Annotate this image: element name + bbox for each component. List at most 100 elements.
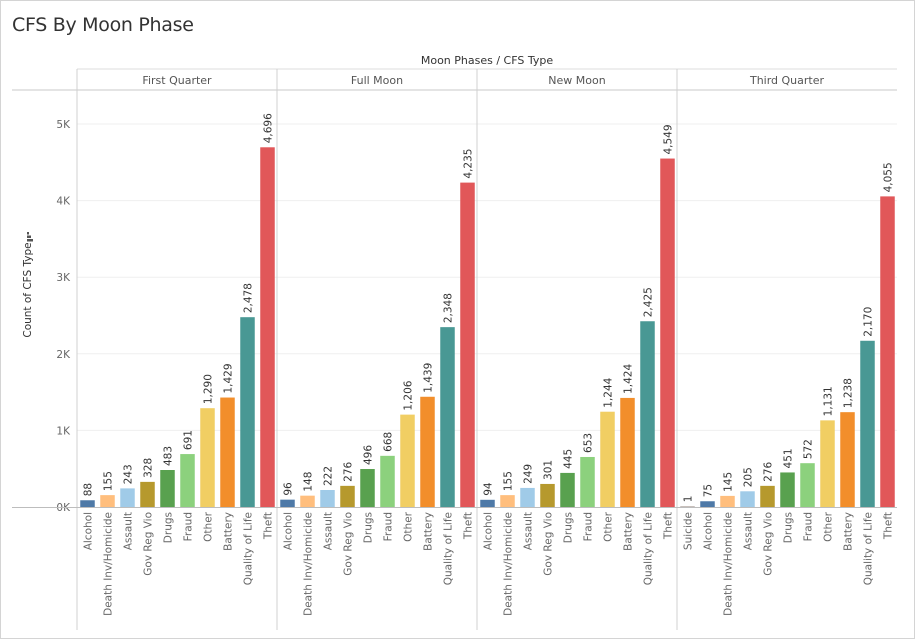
data-label: 222 bbox=[323, 466, 335, 486]
data-label: 1,131 bbox=[823, 386, 835, 416]
bar-drugs[interactable] bbox=[160, 470, 175, 507]
bar-fraud[interactable] bbox=[180, 454, 195, 507]
x-tick-label: Suicide bbox=[683, 512, 695, 550]
x-tick-label: Theft bbox=[463, 512, 475, 540]
bar-battery[interactable] bbox=[220, 397, 235, 507]
bar-other[interactable] bbox=[400, 414, 415, 507]
panel-title: First Quarter bbox=[142, 74, 212, 87]
data-label: 249 bbox=[523, 464, 535, 484]
sort-descending-icon[interactable] bbox=[27, 232, 33, 242]
x-tick-label: Other bbox=[403, 511, 415, 541]
x-tick-label: Drugs bbox=[563, 512, 575, 543]
data-label: 328 bbox=[143, 458, 155, 478]
panel-full-moon: Full Moon 96 Alcohol 148 Death Inv/Homicide 2… bbox=[280, 74, 475, 616]
x-tick-label: Alcohol bbox=[483, 512, 495, 550]
x-tick-label: Alcohol bbox=[703, 512, 715, 550]
data-label: 4,235 bbox=[463, 149, 475, 179]
bar-death-inv-homicide[interactable] bbox=[500, 495, 515, 507]
data-label: 483 bbox=[163, 446, 175, 466]
bar-assault[interactable] bbox=[320, 489, 335, 507]
data-label: 1,439 bbox=[423, 363, 435, 393]
bar-quality-of-life[interactable] bbox=[440, 327, 455, 507]
data-label: 2,425 bbox=[643, 287, 655, 317]
x-tick-label: Gov Reg Vio bbox=[143, 512, 155, 576]
bar-theft[interactable] bbox=[260, 147, 275, 507]
data-label: 94 bbox=[483, 482, 495, 496]
column-header: Moon Phases / CFS Type bbox=[421, 54, 553, 67]
data-label: 691 bbox=[183, 430, 195, 450]
bar-drugs[interactable] bbox=[360, 469, 375, 507]
data-label: 1,424 bbox=[623, 364, 635, 394]
data-label: 1,290 bbox=[203, 374, 215, 404]
bar-theft[interactable] bbox=[660, 158, 675, 507]
bar-assault[interactable] bbox=[120, 488, 135, 507]
bar-alcohol[interactable] bbox=[480, 499, 495, 507]
panel-first-quarter: First Quarter 88 Alcohol 155 Death Inv/Homic… bbox=[80, 74, 275, 616]
data-label: 2,348 bbox=[443, 293, 455, 323]
bar-gov-reg-vio[interactable] bbox=[760, 485, 775, 507]
data-label: 205 bbox=[743, 467, 755, 487]
x-tick-label: Quality of Life bbox=[643, 512, 655, 585]
x-tick-label: Theft bbox=[883, 512, 895, 540]
bar-death-inv-homicide[interactable] bbox=[300, 495, 315, 507]
x-tick-label: Fraud bbox=[803, 512, 815, 541]
bar-quality-of-life[interactable] bbox=[240, 317, 255, 507]
bar-alcohol[interactable] bbox=[700, 501, 715, 507]
bar-quality-of-life[interactable] bbox=[640, 321, 655, 507]
data-label: 96 bbox=[283, 482, 295, 496]
x-tick-label: Other bbox=[603, 511, 615, 541]
bar-quality-of-life[interactable] bbox=[860, 340, 875, 507]
x-tick-label: Assault bbox=[743, 512, 755, 550]
bar-other[interactable] bbox=[200, 408, 215, 507]
bar-gov-reg-vio[interactable] bbox=[340, 485, 355, 507]
bar-assault[interactable] bbox=[520, 487, 535, 507]
data-label: 4,055 bbox=[883, 162, 895, 192]
y-tick-label: 4K bbox=[56, 196, 71, 208]
x-tick-label: Assault bbox=[523, 512, 535, 550]
x-tick-label: Gov Reg Vio bbox=[543, 512, 555, 576]
bar-theft[interactable] bbox=[880, 196, 895, 507]
data-label: 155 bbox=[103, 471, 115, 491]
x-tick-label: Battery bbox=[423, 512, 435, 551]
bar-drugs[interactable] bbox=[560, 472, 575, 507]
bar-battery[interactable] bbox=[420, 396, 435, 507]
bar-suicide[interactable] bbox=[680, 506, 695, 507]
data-label: 1,429 bbox=[223, 363, 235, 393]
bar-other[interactable] bbox=[820, 420, 835, 507]
bar-battery[interactable] bbox=[840, 412, 855, 507]
y-tick-label: 5K bbox=[56, 119, 71, 131]
y-axis-label: Count of CFS Type bbox=[22, 242, 34, 337]
bar-battery[interactable] bbox=[620, 397, 635, 507]
x-tick-label: Theft bbox=[263, 512, 275, 540]
x-tick-label: Battery bbox=[223, 512, 235, 551]
data-label: 2,170 bbox=[863, 307, 875, 337]
bar-gov-reg-vio[interactable] bbox=[140, 481, 155, 507]
bar-fraud[interactable] bbox=[580, 456, 595, 507]
data-label: 155 bbox=[503, 471, 515, 491]
bar-assault[interactable] bbox=[740, 491, 755, 507]
bar-fraud[interactable] bbox=[380, 455, 395, 507]
x-tick-label: Fraud bbox=[583, 512, 595, 541]
bar-death-inv-homicide[interactable] bbox=[100, 495, 115, 507]
data-label: 1 bbox=[683, 496, 695, 503]
bar-gov-reg-vio[interactable] bbox=[540, 483, 555, 507]
x-tick-label: Fraud bbox=[383, 512, 395, 541]
bar-fraud[interactable] bbox=[800, 463, 815, 507]
bar-death-inv-homicide[interactable] bbox=[720, 495, 735, 507]
bar-other[interactable] bbox=[600, 411, 615, 507]
x-tick-label: Other bbox=[203, 511, 215, 541]
data-label: 88 bbox=[83, 483, 95, 496]
panel-title: Full Moon bbox=[351, 74, 403, 87]
bar-theft[interactable] bbox=[460, 182, 475, 507]
bar-drugs[interactable] bbox=[780, 472, 795, 507]
bar-alcohol[interactable] bbox=[80, 500, 95, 507]
x-tick-label: Drugs bbox=[783, 512, 795, 543]
bar-alcohol[interactable] bbox=[280, 499, 295, 507]
panel-title: Third Quarter bbox=[749, 74, 825, 87]
data-label: 301 bbox=[543, 460, 555, 480]
x-tick-label: Quality of Life bbox=[443, 512, 455, 585]
data-label: 1,238 bbox=[843, 378, 855, 408]
y-tick-label: 2K bbox=[56, 349, 71, 361]
